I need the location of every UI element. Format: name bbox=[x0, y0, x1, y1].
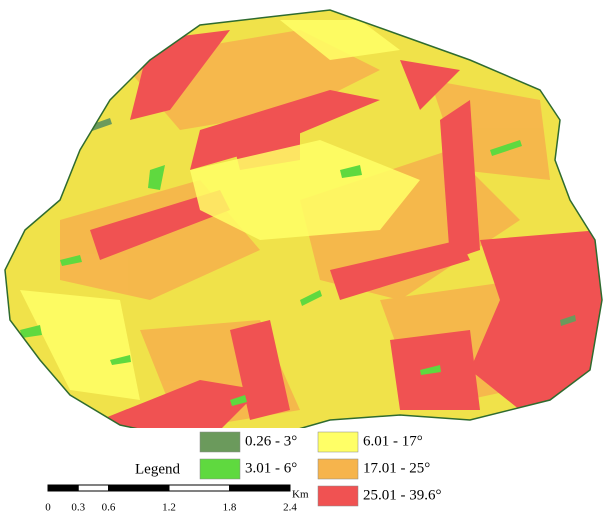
scale-tick-label: 1.2 bbox=[162, 502, 176, 514]
scale-tick-label: 1.8 bbox=[223, 502, 237, 514]
legend-title: Legend bbox=[135, 461, 180, 477]
scale-tick-label: 0.3 bbox=[71, 502, 85, 514]
legend-swatch bbox=[318, 459, 358, 479]
scale-unit: Km bbox=[292, 489, 309, 501]
scale-segment bbox=[78, 485, 108, 491]
scale-segment bbox=[230, 485, 291, 491]
legend-swatch bbox=[318, 486, 358, 506]
legend-label: 17.01 - 25° bbox=[363, 460, 430, 476]
legend-swatch bbox=[318, 432, 358, 452]
scale-tick-label: 0.6 bbox=[102, 502, 116, 514]
scale-segment bbox=[48, 485, 78, 491]
scale-segment bbox=[169, 485, 230, 491]
legend-label: 0.26 - 3° bbox=[245, 433, 297, 449]
scale-tick-label: 0 bbox=[45, 502, 51, 514]
legend-label: 25.01 - 39.6° bbox=[363, 487, 442, 503]
legend-swatch bbox=[200, 432, 240, 452]
map: Legend 0.26 - 3° 3.01 - 6° 6.01 - 17° 17.01… bbox=[0, 0, 608, 517]
legend-swatch bbox=[200, 459, 240, 479]
scale-tick-label: 2.4 bbox=[283, 502, 297, 514]
scale-segment bbox=[109, 485, 170, 491]
slope-map bbox=[0, 0, 608, 450]
legend-label: 3.01 - 6° bbox=[245, 460, 297, 476]
legend-label: 6.01 - 17° bbox=[363, 433, 423, 449]
